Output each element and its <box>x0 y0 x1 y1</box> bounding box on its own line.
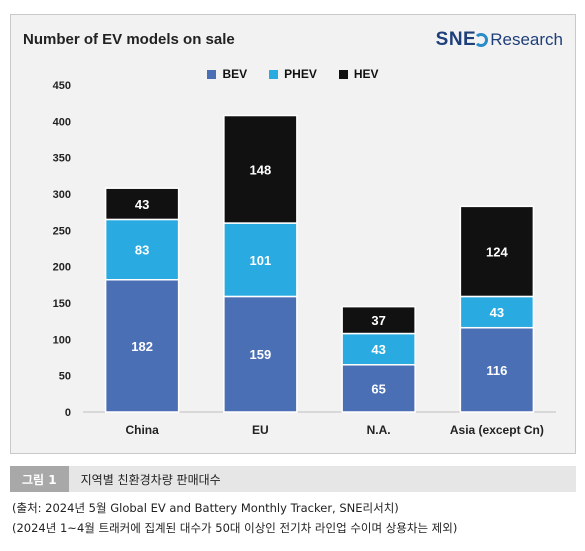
logo-swirl-icon <box>474 33 489 47</box>
sne-research-logo: SNE Research <box>436 27 563 53</box>
y-tick-label: 0 <box>65 407 71 419</box>
bar-segment-hev <box>341 305 416 335</box>
y-tick-label: 200 <box>53 262 71 274</box>
legend-label-hev: HEV <box>353 67 379 81</box>
stacked-bar-plot: 0 50 100 150 200 250 300 350 400 450 182 83 43 China 1… <box>53 80 556 437</box>
y-tick-label: 300 <box>53 189 71 201</box>
x-category-label: N.A. <box>367 423 391 437</box>
bar-segment-hev <box>104 187 180 221</box>
data-label-bev: 159 <box>250 347 272 362</box>
scope-note: (2024년 1~4월 트래커에 집계된 대수가 50대 이상인 전기차 라인업… <box>12 521 458 535</box>
chart-title: Number of EV models on sale <box>23 31 235 48</box>
chart-panel: Number of EV models on sale SNE Research… <box>10 14 576 454</box>
bar-segment-hev <box>223 114 298 224</box>
bar-segment-bev <box>459 326 535 413</box>
x-category-label: China <box>125 423 159 437</box>
x-category-label: EU <box>252 423 269 437</box>
data-label-bev: 182 <box>131 339 153 354</box>
logo-sne-text: SNE <box>435 29 477 50</box>
data-label-hev: 37 <box>371 313 385 328</box>
chart-legend: BEV PHEV HEV <box>11 67 575 81</box>
y-tick-label: 50 <box>59 371 71 383</box>
bar-segment-phev <box>341 332 416 366</box>
bar-segment-phev <box>104 218 180 281</box>
data-label-phev: 83 <box>135 243 149 258</box>
y-tick-label: 400 <box>53 116 71 128</box>
bar-segment-phev <box>223 222 298 298</box>
x-category-label: Asia (except Cn) <box>450 423 544 437</box>
data-label-phev: 43 <box>490 305 504 320</box>
legend-item-phev: PHEV <box>269 67 317 81</box>
data-label-hev: 43 <box>135 197 149 212</box>
figure-caption-bar: 그림 1 지역별 친환경차량 판매대수 <box>10 466 576 492</box>
data-label-hev: 148 <box>250 162 272 177</box>
y-tick-label: 350 <box>53 153 71 165</box>
legend-swatch-hev <box>338 69 348 79</box>
figure-tag: 그림 1 <box>10 466 69 492</box>
source-note: (출처: 2024년 5월 Global EV and Battery Mont… <box>12 501 399 515</box>
data-label-hev: 124 <box>486 244 508 259</box>
y-tick-label: 150 <box>53 298 71 310</box>
legend-swatch-phev <box>269 69 279 79</box>
bar-segment-bev <box>104 278 180 413</box>
bar-segment-hev <box>459 205 535 298</box>
y-tick-label: 100 <box>53 334 71 346</box>
data-label-phev: 101 <box>250 253 272 268</box>
bar-segment-bev <box>341 364 416 413</box>
legend-label-bev: BEV <box>222 67 248 81</box>
y-tick-label: 250 <box>53 225 71 237</box>
legend-item-bev: BEV <box>207 67 247 81</box>
legend-item-hev: HEV <box>338 67 379 81</box>
legend-label-phev: PHEV <box>284 67 317 81</box>
figure-caption: 지역별 친환경차량 판매대수 <box>80 472 221 487</box>
data-label-phev: 43 <box>371 342 385 357</box>
logo-research-text: Research <box>490 30 563 49</box>
data-label-bev: 65 <box>371 381 385 396</box>
bar-segment-bev <box>223 295 298 413</box>
y-tick-label: 450 <box>53 80 71 92</box>
data-label-bev: 116 <box>486 363 507 378</box>
legend-swatch-bev <box>207 69 217 79</box>
